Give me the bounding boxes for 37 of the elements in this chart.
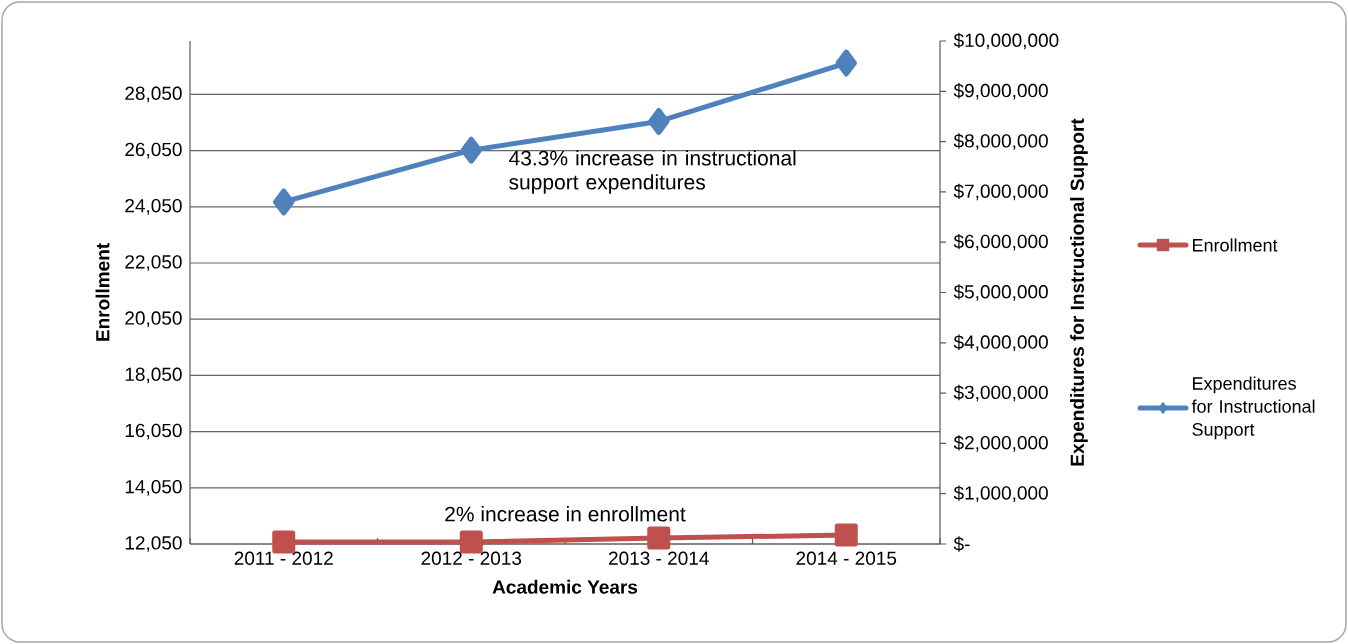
y-tick-label: 14,050 (125, 479, 182, 496)
y-tick-label: 26,050 (125, 142, 182, 159)
legend-label: Expenditures for Instructional Support (1191, 376, 1315, 440)
y-tick-label: 22,050 (125, 255, 182, 271)
annotation: 2% increase in enrollment (445, 506, 686, 522)
y2-tick-label: $- (953, 536, 970, 552)
y-tick-label: 16,050 (125, 423, 182, 440)
x-tick-label: 2014 - 2015 (796, 551, 897, 565)
x-tick-label: 2012 - 2013 (421, 551, 522, 565)
y2-tick-label: $3,000,000 (953, 384, 1048, 402)
y2-tick-label: $7,000,000 (953, 183, 1048, 201)
y2-axis-title: Expenditures for Instructional Support (1070, 118, 1088, 466)
point (460, 136, 483, 164)
y-tick-label: 20,050 (125, 311, 182, 328)
point (273, 188, 295, 216)
point (834, 523, 858, 547)
point (648, 107, 670, 135)
y2-tick-label: $4,000,000 (953, 334, 1048, 352)
y2-tick-label: $5,000,000 (953, 284, 1048, 301)
point (647, 526, 671, 550)
point (835, 49, 858, 77)
y-tick-label: 12,050 (125, 536, 182, 552)
y2-tick-label: $10,000,000 (953, 32, 1059, 50)
y-axis-title: Enrollment (95, 243, 110, 341)
x-tick-label: 2011 - 2012 (234, 551, 333, 565)
y2-tick-label: $8,000,000 (953, 133, 1048, 150)
y-tick-label: 28,050 (125, 86, 182, 103)
y2-tick-label: $6,000,000 (953, 233, 1048, 251)
y-tick-label: 24,050 (125, 198, 182, 215)
y-tick-label: 18,050 (125, 367, 182, 384)
y2-tick-label: $9,000,000 (953, 83, 1048, 100)
y2-tick-label: $1,000,000 (953, 485, 1048, 502)
y2-tick-label: $2,000,000 (953, 435, 1048, 452)
x-tick-label: 2013 - 2014 (609, 551, 709, 565)
annotation: 43.3% increase in instructional support expenditures (509, 150, 796, 194)
legend-label: Enrollment (1193, 238, 1278, 252)
x-axis-title: Academic Years (492, 579, 638, 594)
